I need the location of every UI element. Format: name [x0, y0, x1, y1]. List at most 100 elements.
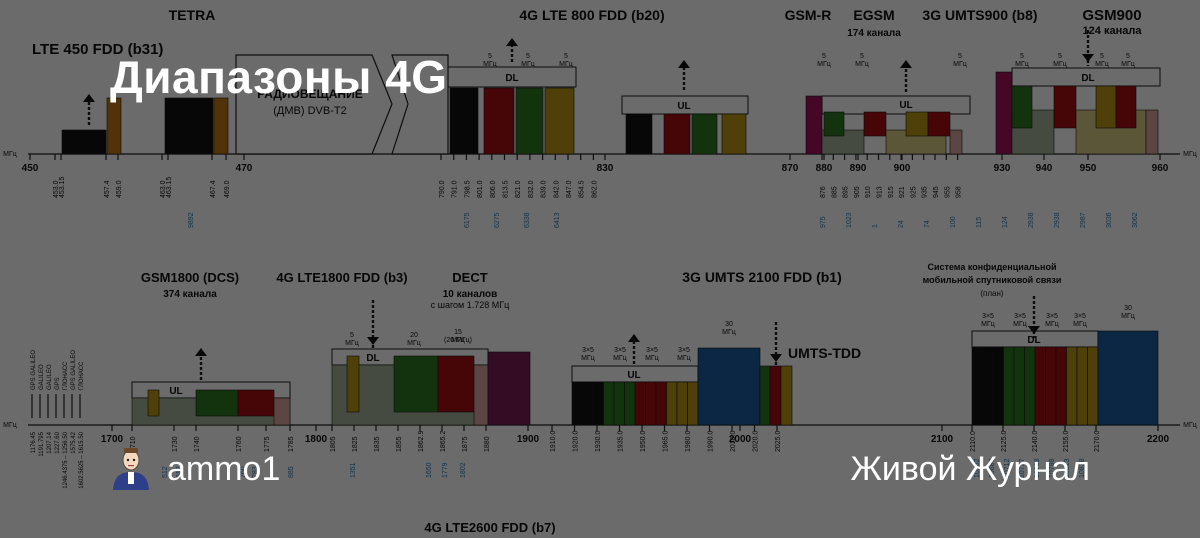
top-axis-value: 960	[1152, 163, 1169, 174]
umts900-ul-3	[927, 111, 951, 137]
bottom-freq-tick: 2110.0	[970, 431, 977, 452]
bottom-bw-label: 3×5	[1074, 313, 1086, 320]
top-bw-label: МГц	[1015, 61, 1029, 68]
umts2100-dl-carrier	[1087, 346, 1099, 426]
umts2100-dl-carrier	[1076, 346, 1088, 426]
bottom-axis-unit: МГц	[3, 422, 17, 429]
bottom-bw-label: 3×5	[646, 347, 658, 354]
avatar[interactable]	[108, 445, 154, 491]
top-bw-label: МГц	[483, 61, 497, 68]
top-freq-tick: 935	[922, 186, 929, 198]
bottom-bw-label: 3×5	[982, 313, 994, 320]
top-ul-dl-tag: UL	[899, 100, 912, 111]
satellite-downlink	[1097, 330, 1159, 426]
top-channel-number: 1	[872, 224, 879, 228]
top-bw-label: 5	[488, 53, 492, 60]
top-channel-number: 2938	[1054, 212, 1061, 228]
top-freq-tick: 958	[956, 186, 963, 198]
bottom-channel-number: 1802	[460, 462, 467, 478]
umts2100-dl-carrier	[1045, 346, 1057, 426]
top-bw-label: 5	[1126, 53, 1130, 60]
top-freq-tick: 790.0	[439, 180, 446, 198]
bottom-band-label: с шагом 1.728 МГц	[431, 300, 510, 310]
top-freq-tick: 885	[831, 186, 838, 198]
gnss-label: GPS GALILEO	[71, 350, 77, 390]
gsmr-dl	[995, 71, 1013, 155]
bottom-bw-label: МГц	[1045, 321, 1059, 328]
lte450-dl	[106, 97, 122, 155]
gnss-label: ГЛОНАСС	[63, 361, 69, 390]
card-title[interactable]: Диапазоны 4G	[110, 51, 448, 103]
bottom-ul-dl-tag: DL	[1027, 335, 1040, 346]
top-freq-tick: 862.0	[591, 180, 598, 198]
gnss-label: GPS GALILEO	[31, 350, 37, 390]
lte1800-ul-1	[195, 389, 239, 417]
top-freq-tick: 839.0	[541, 180, 548, 198]
gnss-label: GALILEO	[47, 364, 53, 390]
top-band-label: (ДМВ) DVB-T2	[273, 105, 346, 117]
lte1800-dl-2	[437, 355, 475, 413]
umts900-dl-2	[1095, 85, 1117, 129]
top-freq-tick: 854.5	[579, 180, 586, 198]
tetra-ul	[164, 97, 214, 155]
umts2100-ul-carrier	[613, 381, 625, 426]
bottom-axis-value: 1700	[101, 434, 124, 445]
top-band-label: TETRA	[169, 7, 216, 23]
bottom-bw-label: МГц	[345, 340, 359, 347]
umts2100-ul-carrier	[582, 381, 594, 426]
gsm1800-ul-edge	[273, 397, 291, 426]
top-bw-label: МГц	[559, 61, 573, 68]
umts2100-dl-carrier	[982, 346, 994, 426]
top-channel-number: 74	[924, 220, 931, 228]
bottom-band-label: (план)	[980, 289, 1004, 298]
top-channel-number: 6338	[524, 212, 531, 228]
top-axis-value: 890	[850, 163, 867, 174]
gsm1800-dl-narrow	[346, 355, 360, 413]
top-band-label: 124 канала	[1083, 25, 1143, 37]
lte800-ul-4	[721, 113, 747, 155]
top-axis-value: 930	[994, 163, 1011, 174]
top-channel-number: 6413	[554, 212, 561, 228]
top-channel-number: 975	[820, 216, 827, 228]
gnss-frequency: 1207.14	[47, 431, 53, 453]
egsm-ul	[823, 111, 845, 137]
top-freq-tick: 842.0	[553, 180, 560, 198]
bottom-bw-label: 20	[410, 332, 418, 339]
bottom-band-label: 4G LTE2600 FDD (b7)	[424, 520, 555, 535]
top-axis-value: 870	[782, 163, 799, 174]
author-name[interactable]: ammo1	[167, 450, 281, 488]
top-freq-tick: 905	[854, 186, 861, 198]
umts2100-dl-carrier	[1003, 346, 1015, 426]
top-freq-tick: 467.4	[210, 180, 217, 198]
umts2100-dl-carrier	[1066, 346, 1078, 426]
gsm1800-ul-narrow	[147, 389, 160, 417]
gnss-label: GPS	[55, 377, 61, 390]
lte1800-dl-1	[393, 355, 439, 413]
umts2100-ul-carrier	[645, 381, 657, 426]
bottom-band-label: 10 каналов	[443, 289, 498, 300]
lte1800-ul-2	[237, 389, 275, 417]
top-channel-number: 2987	[1080, 212, 1087, 228]
top-bw-label: МГц	[1095, 61, 1109, 68]
top-axis-value: 830	[597, 163, 614, 174]
bottom-bw-label: 5	[350, 332, 354, 339]
bottom-freq-tick: 2020.0	[753, 430, 760, 452]
lte800-ul-1	[625, 113, 653, 155]
top-channel-number: 124	[1002, 216, 1009, 228]
gnss-frequency: 1602.5625 – 1615.50	[79, 431, 85, 488]
bottom-axis-value: 2100	[931, 434, 954, 445]
gsm900-dl-edge	[1145, 109, 1159, 155]
gnss-frequency: 1246.4375 – 1256.50	[63, 431, 69, 488]
top-freq-tick: 910	[865, 186, 872, 198]
bottom-channel-number: 1351	[350, 462, 357, 478]
top-band-label: 174 канала	[847, 28, 901, 39]
bottom-bw-label: 15	[454, 329, 462, 336]
top-channel-number: 100	[950, 216, 957, 228]
bottom-bw-label: МГц	[645, 355, 659, 362]
top-freq-tick: 806.0	[490, 180, 497, 198]
umts-tdd-2	[769, 365, 782, 426]
top-bw-label: МГц	[855, 61, 869, 68]
umts2100-ul-carrier	[687, 381, 699, 426]
top-channel-number: 3062	[1132, 212, 1139, 228]
